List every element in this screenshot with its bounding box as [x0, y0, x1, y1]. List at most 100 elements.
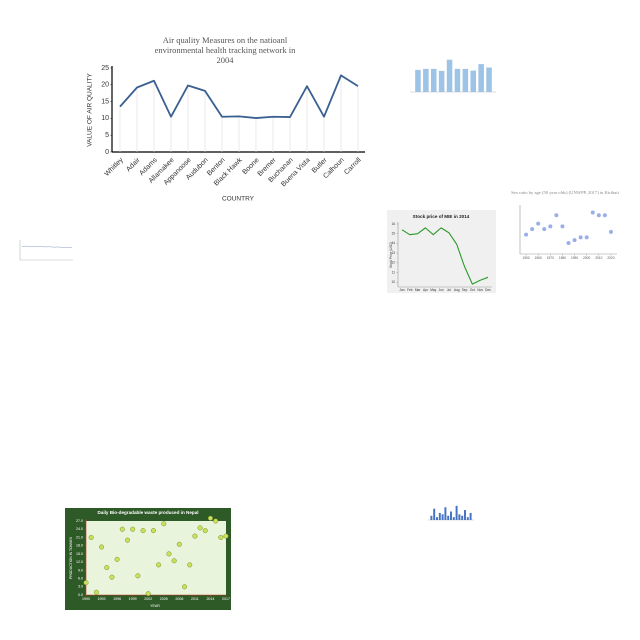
bar — [446, 59, 453, 92]
chart-title: Sex ratio by age (50 year olds) (UNWPP, … — [511, 190, 619, 195]
y-tick-label: 9.0 — [78, 568, 83, 572]
bar — [452, 517, 455, 520]
point — [114, 556, 120, 562]
x-tick-label: 1960 — [535, 256, 542, 260]
y-tick-label: 3.0 — [78, 585, 83, 589]
y-tick-label: 15.0 — [76, 552, 83, 556]
x-tick-label: Feb — [407, 288, 413, 292]
x-tick-label: Carroll — [343, 156, 363, 176]
point — [548, 224, 553, 229]
y-tick-label: 10 — [391, 280, 395, 284]
y-tick-label: 20 — [101, 82, 109, 89]
y-tick-label: 12.0 — [76, 560, 83, 564]
x-tick-label: 1999 — [129, 597, 137, 601]
y-tick-label: 11 — [392, 270, 396, 274]
point — [83, 580, 89, 586]
point — [213, 518, 219, 524]
point — [176, 541, 182, 547]
x-tick-label: Whitley — [104, 156, 126, 178]
x-tick-label: 2014 — [206, 597, 214, 601]
y-axis-label: PRODUCTION IN TONNES — [69, 536, 73, 579]
y-tick-label: 21.0 — [76, 535, 83, 539]
y-tick-label: 18.0 — [76, 544, 83, 548]
point — [109, 574, 115, 580]
point — [187, 562, 193, 568]
title-box: Air quality Measures on the natioanl env… — [155, 36, 296, 64]
point — [145, 591, 151, 597]
bar — [447, 515, 450, 520]
point — [530, 227, 535, 232]
bar — [415, 69, 421, 92]
point — [119, 526, 125, 532]
point — [182, 584, 188, 590]
point — [104, 565, 110, 571]
bar — [461, 515, 464, 520]
x-tick-label: Oct — [470, 288, 475, 292]
point — [566, 240, 571, 245]
bar — [478, 64, 484, 92]
y-tick-label: 15 — [101, 98, 109, 105]
point — [166, 551, 172, 557]
x-tick-label: Jul — [447, 288, 451, 292]
x-tick-label: 2011 — [191, 597, 199, 601]
x-tick-label: 1980 — [559, 256, 566, 260]
x-tick-label: 1950 — [523, 256, 530, 260]
x-tick-label: Apr — [423, 288, 429, 292]
x-tick-label: 2002 — [144, 597, 152, 601]
x-tick-label: Aug — [454, 288, 460, 292]
point — [207, 515, 213, 521]
bar — [486, 67, 492, 92]
point — [124, 537, 130, 543]
point — [93, 589, 99, 595]
x-tick-label: Nov — [477, 288, 483, 292]
point — [602, 213, 607, 218]
point — [578, 235, 583, 240]
data-line — [119, 74, 359, 119]
bar — [436, 517, 438, 520]
bar — [430, 515, 433, 520]
point — [197, 525, 203, 531]
point — [560, 224, 565, 229]
y-tick-label: 10 — [101, 115, 109, 122]
bar — [469, 512, 472, 520]
y-tick-label: 15 — [391, 232, 395, 236]
point — [99, 544, 105, 550]
bar — [470, 70, 477, 92]
x-tick-label: 1990 — [82, 597, 90, 601]
data-line — [401, 227, 489, 285]
point — [150, 528, 156, 534]
x-tick-label: Sep — [462, 288, 468, 292]
bar — [462, 68, 469, 92]
point — [192, 533, 198, 539]
x-tick-label: 2020 — [607, 256, 614, 260]
x-tick-label: 1993 — [98, 597, 106, 601]
y-tick-label: 27.0 — [76, 519, 83, 523]
point — [88, 534, 94, 540]
x-tick-label: 2010 — [595, 256, 602, 260]
bar — [450, 511, 452, 520]
point — [218, 534, 224, 540]
chart-title: Daily Bio-degradable waste produced in N… — [97, 510, 198, 515]
x-tick-label: Dec — [485, 288, 491, 292]
plot-area — [86, 521, 226, 595]
bar — [458, 514, 461, 520]
y-axis-label: Stock Price (USD) — [389, 242, 393, 268]
point — [596, 213, 601, 218]
y-tick-label: 16 — [391, 222, 395, 226]
x-tick-label: 1996 — [113, 597, 121, 601]
y-tick-label: 25 — [101, 65, 109, 72]
x-tick-label: Jan — [399, 288, 404, 292]
point — [524, 232, 529, 237]
x-axis-label: COUNTRY — [222, 196, 255, 203]
x-tick-label: 2008 — [175, 597, 183, 601]
title-box: Sex ratio by age (50 year olds) (UNWPP, … — [511, 190, 619, 195]
point — [584, 235, 589, 240]
point — [171, 558, 177, 564]
x-tick-label: 2017 — [222, 597, 230, 601]
bar — [466, 517, 469, 520]
bar — [430, 68, 437, 92]
x-tick-label: 1970 — [547, 256, 554, 260]
bar — [464, 510, 466, 520]
